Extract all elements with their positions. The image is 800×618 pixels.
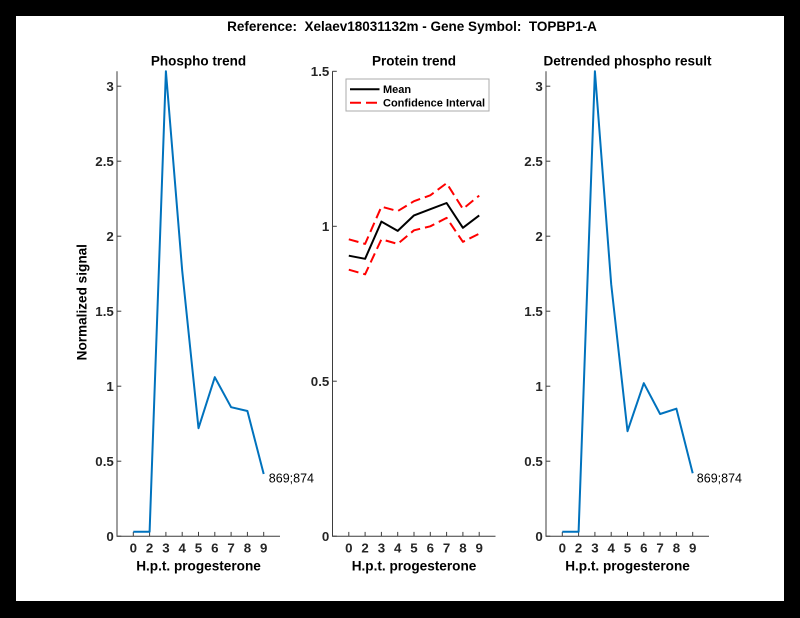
svg-text:9: 9 — [475, 540, 482, 555]
svg-text:8: 8 — [459, 540, 466, 555]
svg-text:Reference: Xelaev18031132m -: Reference: Xelaev18031132m - Gene Symbol… — [227, 19, 597, 34]
svg-text:H.p.t. progesterone: H.p.t. progesterone — [136, 559, 261, 574]
svg-text:5: 5 — [195, 540, 203, 555]
svg-text:2: 2 — [575, 540, 582, 555]
svg-text:1: 1 — [322, 219, 330, 234]
svg-text:0: 0 — [106, 529, 113, 544]
svg-text:3: 3 — [162, 540, 169, 555]
svg-text:1: 1 — [535, 379, 543, 394]
svg-text:H.p.t. progesterone: H.p.t. progesterone — [352, 559, 477, 574]
svg-text:0.5: 0.5 — [311, 374, 330, 389]
svg-text:7: 7 — [443, 540, 450, 555]
svg-text:Phospho trend: Phospho trend — [151, 54, 246, 69]
svg-text:2.5: 2.5 — [524, 154, 543, 169]
svg-text:0: 0 — [130, 540, 137, 555]
svg-text:5: 5 — [410, 540, 418, 555]
svg-text:1.5: 1.5 — [311, 64, 330, 79]
svg-text:3: 3 — [378, 540, 385, 555]
svg-text:6: 6 — [211, 540, 218, 555]
svg-text:0.5: 0.5 — [524, 454, 543, 469]
svg-text:Normalized signal: Normalized signal — [75, 244, 90, 360]
svg-text:Protein trend: Protein trend — [372, 54, 456, 69]
svg-text:4: 4 — [394, 540, 402, 555]
svg-text:Detrended phospho result: Detrended phospho result — [543, 54, 712, 69]
svg-text:869;874: 869;874 — [269, 472, 314, 486]
svg-text:2: 2 — [361, 540, 368, 555]
svg-text:0: 0 — [559, 540, 566, 555]
svg-text:0: 0 — [322, 529, 329, 544]
svg-text:6: 6 — [640, 540, 647, 555]
svg-text:1.5: 1.5 — [524, 304, 543, 319]
svg-text:7: 7 — [656, 540, 663, 555]
svg-text:2: 2 — [106, 229, 113, 244]
svg-text:2: 2 — [146, 540, 153, 555]
svg-text:4: 4 — [607, 540, 615, 555]
svg-text:6: 6 — [427, 540, 434, 555]
svg-text:H.p.t. progesterone: H.p.t. progesterone — [565, 559, 690, 574]
svg-text:7: 7 — [227, 540, 234, 555]
svg-text:3: 3 — [591, 540, 598, 555]
svg-text:4: 4 — [178, 540, 186, 555]
svg-text:869;874: 869;874 — [697, 472, 742, 486]
svg-text:0.5: 0.5 — [95, 454, 114, 469]
svg-text:9: 9 — [689, 540, 696, 555]
svg-text:8: 8 — [244, 540, 251, 555]
svg-text:9: 9 — [260, 540, 267, 555]
svg-text:Confidence Interval: Confidence Interval — [383, 98, 485, 110]
svg-text:3: 3 — [106, 79, 113, 94]
svg-text:3: 3 — [535, 79, 542, 94]
svg-text:1.5: 1.5 — [95, 304, 114, 319]
svg-text:1: 1 — [106, 379, 114, 394]
svg-text:0: 0 — [535, 529, 542, 544]
svg-text:0: 0 — [345, 540, 352, 555]
svg-text:2: 2 — [535, 229, 542, 244]
svg-text:2.5: 2.5 — [95, 154, 114, 169]
svg-text:8: 8 — [673, 540, 680, 555]
svg-text:5: 5 — [624, 540, 632, 555]
svg-text:Mean: Mean — [383, 84, 411, 96]
